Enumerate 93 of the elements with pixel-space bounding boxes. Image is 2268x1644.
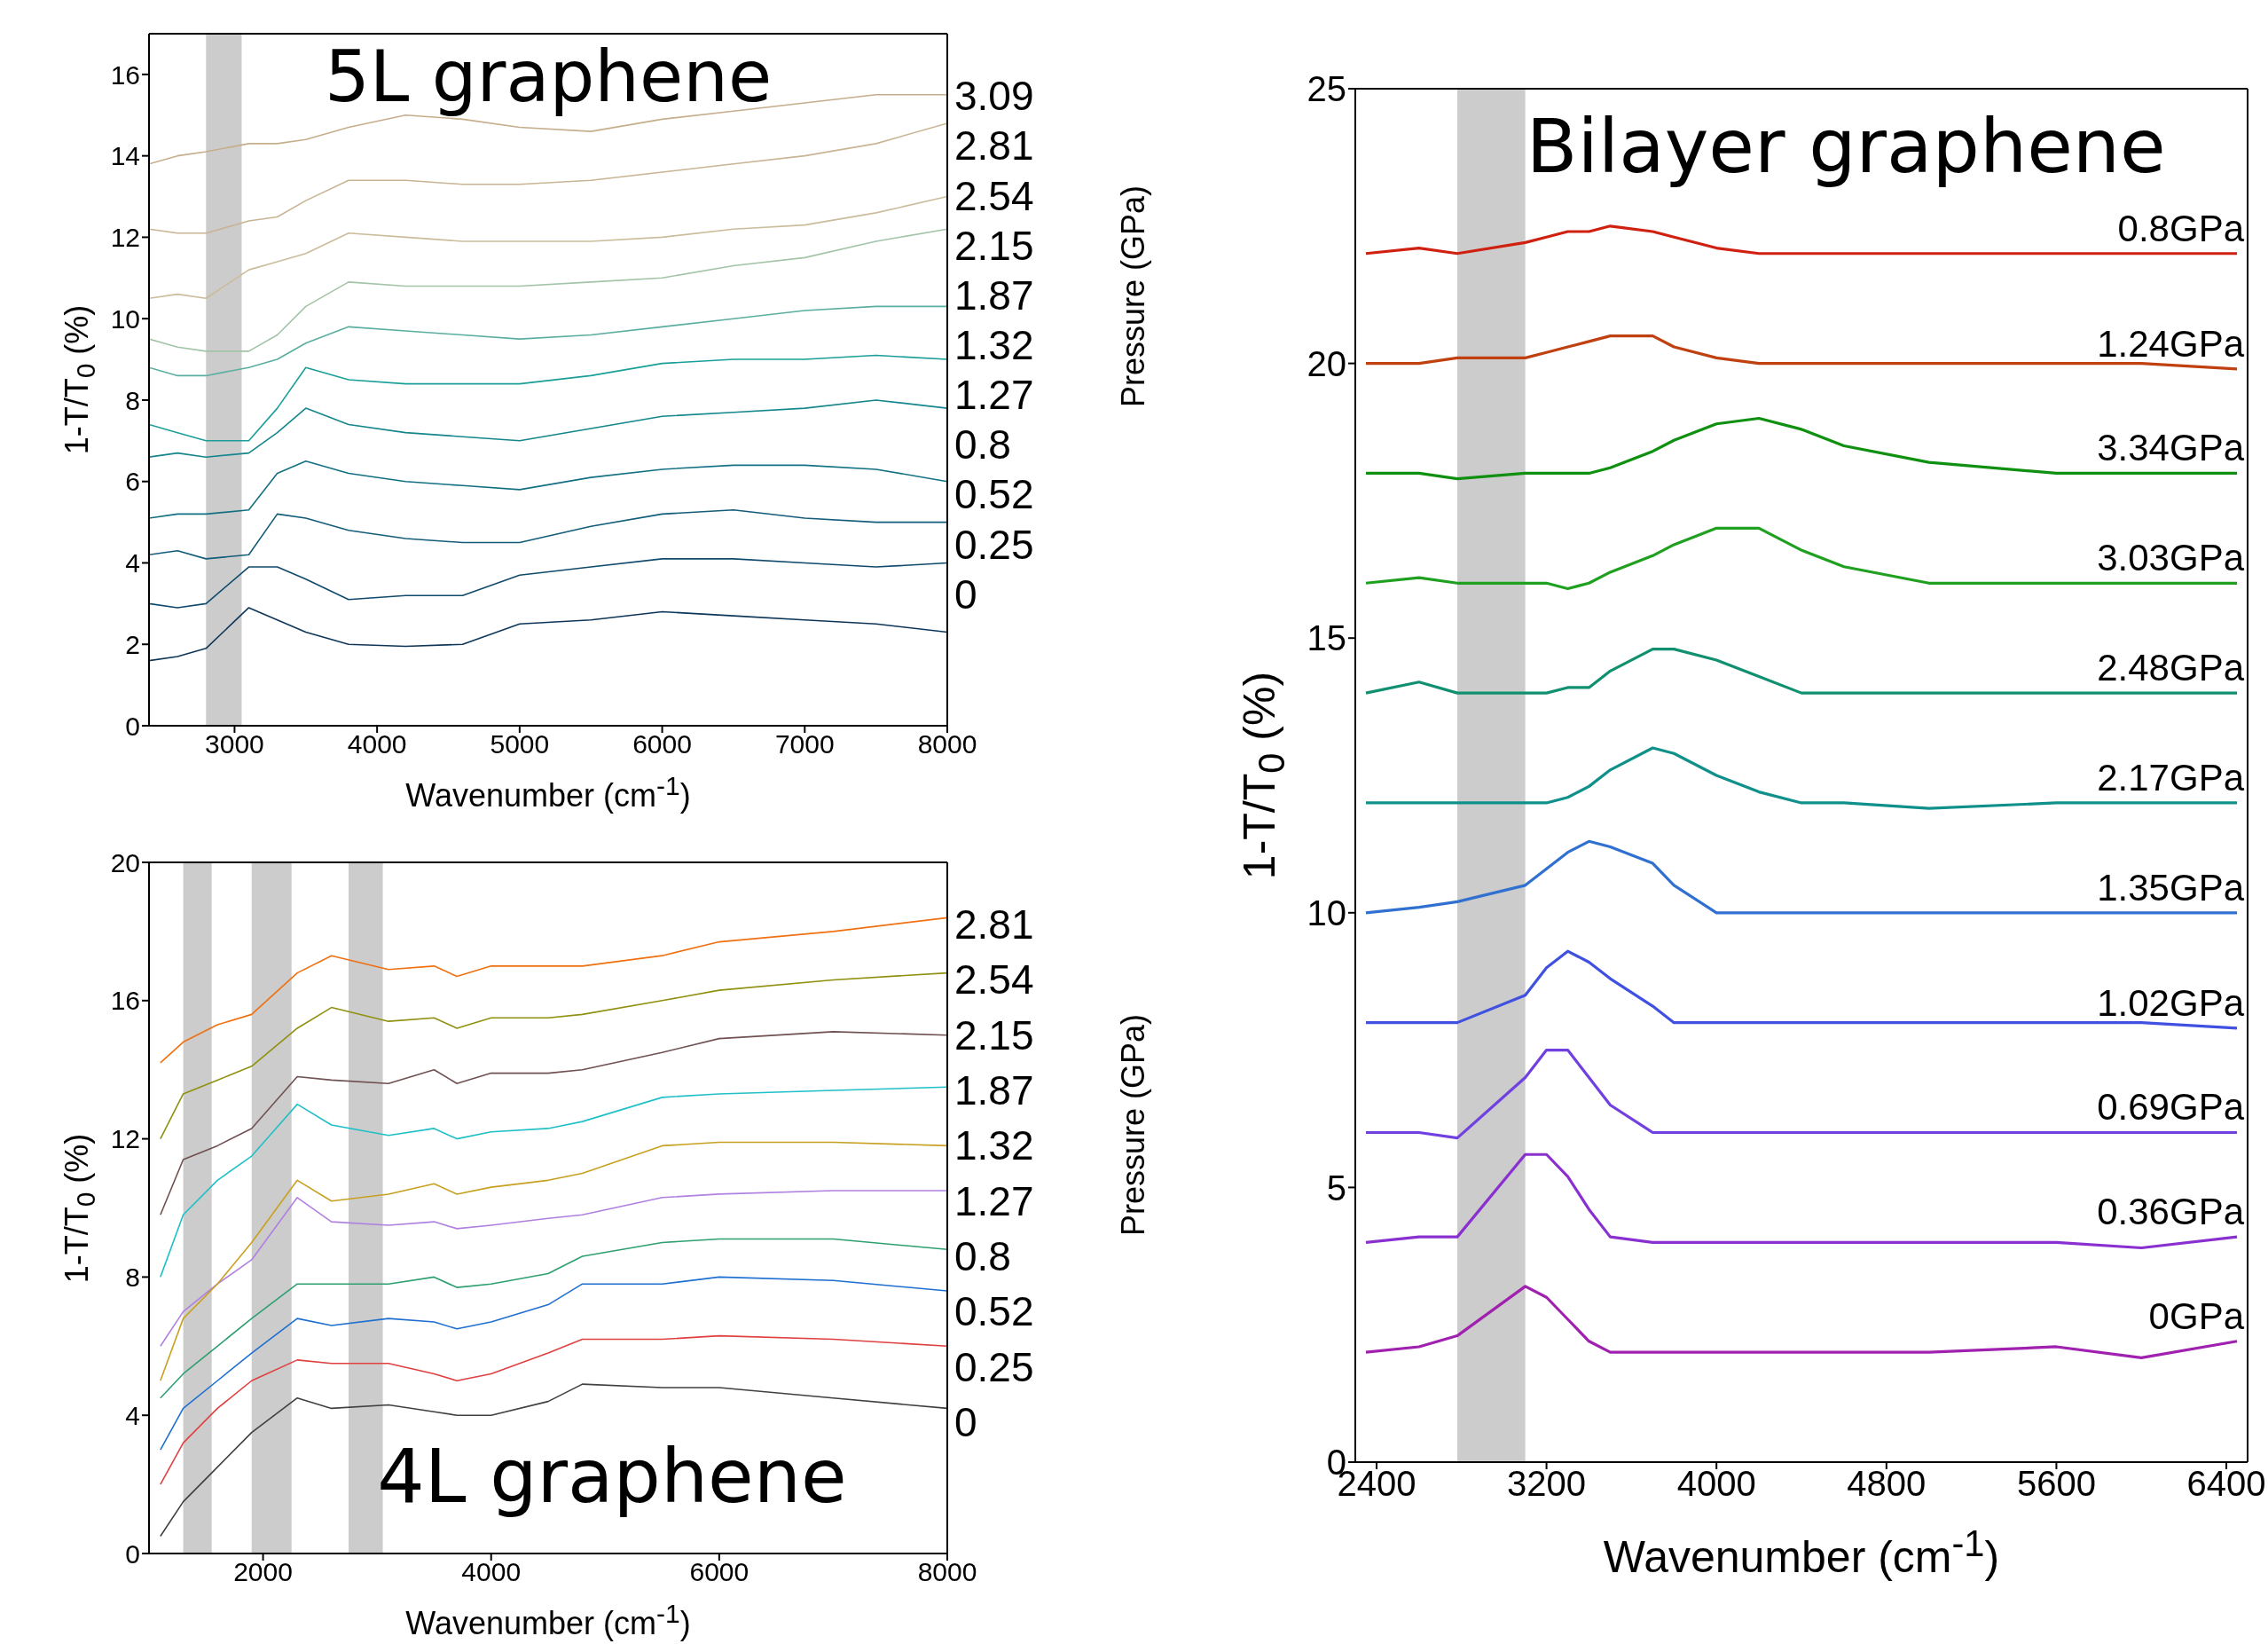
x-tick-label: 7000 [774, 729, 835, 759]
x-tick-label: 6000 [689, 1557, 749, 1587]
y-tick-label: 10 [110, 303, 140, 334]
x-tick-label: 4800 [1847, 1464, 1927, 1504]
series-label: 1.02GPa [2097, 981, 2245, 1024]
y-tick-label: 25 [1307, 69, 1346, 109]
x-tick-label: 4000 [461, 1557, 522, 1587]
x-tick-label: 3000 [205, 729, 264, 759]
series-label: 1.32 [954, 1121, 1034, 1170]
x-tick-label: 2000 [233, 1557, 293, 1587]
y-tick-label: 16 [110, 59, 140, 90]
series-label: 2.17GPa [2097, 756, 2245, 798]
line-series [149, 399, 947, 458]
x-axis-title: Wavenumber (cm$^{-1}$) [405, 771, 691, 814]
line-series [149, 607, 947, 662]
y-tick-label: 6 [125, 467, 140, 497]
series-label: 2.54 [954, 956, 1034, 1004]
series-label: 0.25 [954, 520, 1034, 569]
x-axis-title: Wavenumber (cm$^{-1}$) [405, 1599, 691, 1642]
y-tick-label: 0 [125, 1538, 140, 1569]
series-label: 1.32 [954, 321, 1034, 369]
y-tick-label: 4 [125, 548, 140, 578]
x-tick-label: 5600 [2016, 1464, 2096, 1504]
line-series [160, 1190, 947, 1348]
text: 4L graphene [377, 1433, 847, 1521]
series-label: 1.27 [954, 1176, 1034, 1225]
x-tick-label: 6000 [632, 729, 692, 759]
y-tick-label: 20 [1307, 343, 1346, 383]
series-label: 3.34GPa [2097, 427, 2245, 469]
series-label: 1.35GPa [2097, 866, 2245, 909]
line-series [160, 1383, 947, 1538]
y-tick-label: 16 [110, 986, 140, 1016]
series-label: 0 [954, 570, 977, 618]
series-label: 1.27 [954, 371, 1034, 420]
line-series [149, 509, 947, 560]
chart-title: Bilayer graphene [1526, 103, 2166, 191]
y-tick-label: 5 [1326, 1168, 1346, 1207]
series-label: 3.03GPa [2097, 537, 2245, 579]
y-tick-label: 0 [125, 711, 140, 741]
line-series [160, 1086, 947, 1278]
series-label: 1.24GPa [2097, 322, 2245, 365]
series-label: 2.81 [954, 901, 1034, 949]
series-label: 2.15 [954, 221, 1034, 270]
series-label: 0.52 [954, 470, 1034, 519]
chart-title: 5L graphene [324, 35, 773, 119]
series-label: 3.09 [954, 72, 1034, 121]
series-label: 0.52 [954, 1287, 1034, 1336]
series-label: 0.36GPa [2097, 1191, 2245, 1233]
y2-axis-title: Pressure (GPa) [1115, 185, 1152, 408]
line-series [160, 1238, 947, 1399]
x-tick-label: 4000 [1676, 1464, 1756, 1504]
series-label: 0.8 [954, 421, 1011, 469]
x-tick-label: 6400 [2186, 1464, 2266, 1504]
x-tick-label: 5000 [490, 729, 550, 759]
line-series [149, 122, 947, 234]
line-series [160, 1031, 947, 1216]
x-tick-label: 8000 [917, 729, 977, 759]
series-label: 0.69GPa [2097, 1086, 2245, 1129]
x-tick-label: 4000 [347, 729, 407, 759]
series-label: 2.54 [954, 171, 1034, 220]
series-label: 0.8GPa [2117, 207, 2245, 249]
series-label: 0GPa [2148, 1294, 2245, 1337]
x-tick-label: 8000 [917, 1557, 977, 1587]
y-tick-label: 20 [110, 847, 140, 877]
series-label: 0 [954, 1398, 977, 1446]
y-tick-label: 8 [125, 385, 140, 415]
y-tick-label: 15 [1307, 618, 1346, 658]
line-series [160, 916, 947, 1064]
y-tick-label: 10 [1307, 893, 1346, 932]
line-series [160, 971, 947, 1140]
line-series [149, 460, 947, 519]
series-label: 1.87 [954, 271, 1034, 319]
series-label: 0.25 [954, 1342, 1034, 1391]
series-label: 1.87 [954, 1066, 1034, 1115]
x-tick-label: 3200 [1507, 1464, 1587, 1504]
y-tick-label: 14 [110, 141, 140, 171]
y-tick-label: 2 [125, 629, 140, 659]
series-label: 2.81 [954, 122, 1034, 170]
x-axis-title: Wavenumber (cm$^{-1}$) [1603, 1522, 2000, 1583]
line-series [149, 354, 947, 442]
y-tick-label: 4 [125, 1400, 140, 1430]
line-series [149, 305, 947, 377]
series-label: 2.48GPa [2097, 647, 2245, 689]
line-series [149, 228, 947, 352]
y-tick-label: 8 [125, 1262, 140, 1293]
line-series [149, 558, 947, 609]
series-label: 0.8 [954, 1232, 1011, 1281]
y-tick-label: 12 [110, 223, 140, 253]
line-series [149, 195, 947, 300]
line-series [160, 1141, 947, 1382]
y-tick-label: 12 [110, 1124, 140, 1154]
y2-axis-title: Pressure (GPa) [1115, 1013, 1152, 1237]
series-label: 2.15 [954, 1011, 1034, 1059]
